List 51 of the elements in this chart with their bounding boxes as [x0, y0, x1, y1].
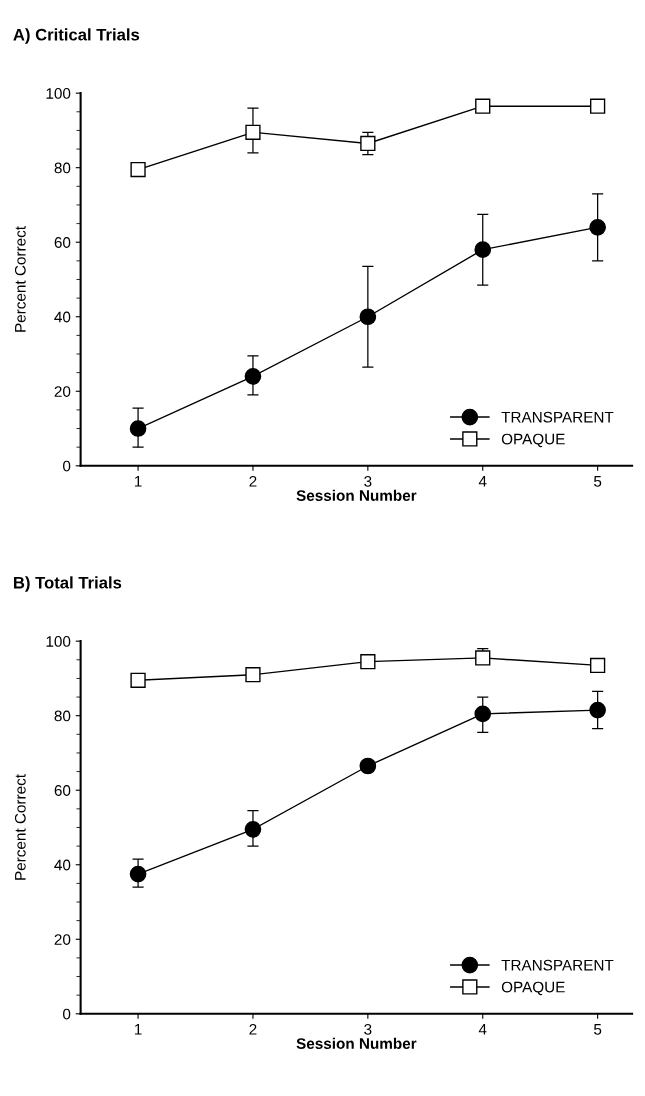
x-axis-title: Session Number: [296, 1037, 417, 1049]
x-tick-label: 5: [594, 1024, 602, 1035]
point: [129, 865, 147, 883]
x-axis-title: Session Number: [296, 489, 417, 501]
y-tick-label: 0: [63, 1008, 71, 1020]
point: [244, 368, 262, 385]
y-tick-label: 20: [54, 934, 71, 945]
x-tick-label: 3: [364, 475, 372, 487]
legend-label: OPAQUE: [501, 981, 565, 996]
x-tick-label: 5: [594, 476, 602, 487]
x-tick-label: 1: [134, 1024, 142, 1035]
point: [245, 667, 261, 683]
y-tick-label: 80: [54, 710, 71, 722]
x-tick-label: 4: [478, 476, 487, 487]
point: [130, 161, 146, 178]
y-tick-label: 40: [54, 311, 71, 323]
point: [589, 98, 606, 114]
point: [475, 98, 491, 114]
y-tick-label: 60: [54, 785, 71, 796]
x-tick-label: 2: [249, 1023, 257, 1035]
x-tick-label: 3: [364, 1023, 372, 1035]
point: [359, 308, 377, 326]
x-tick-label: 4: [478, 1024, 487, 1035]
chart-title: B) Total Trials: [14, 576, 122, 592]
point: [130, 672, 146, 688]
point: [359, 757, 377, 775]
point: [360, 654, 376, 670]
y-tick-label: 40: [54, 859, 71, 871]
y-tick-label: 60: [54, 237, 71, 248]
y-tick-label: 0: [63, 460, 71, 472]
chart-title: A) Critical Trials: [13, 28, 140, 44]
point: [360, 135, 376, 152]
point: [474, 705, 492, 723]
point: [474, 241, 492, 259]
legend-label: OPAQUE: [501, 433, 565, 448]
y-tick-label: 100: [46, 636, 71, 647]
y-tick-label: 80: [54, 162, 71, 174]
y-axis-title: Percent Correct: [14, 226, 26, 332]
point: [244, 821, 262, 838]
point: [589, 701, 606, 719]
y-axis-title: Percent Correct: [14, 774, 26, 880]
point: [589, 218, 606, 236]
legend-label: TRANSPARENT: [501, 959, 614, 971]
legend-label: TRANSPARENT: [501, 411, 614, 423]
point: [129, 420, 147, 437]
point: [589, 657, 606, 674]
y-tick-label: 100: [46, 88, 71, 99]
y-tick-label: 20: [54, 386, 71, 397]
x-tick-label: 1: [134, 476, 142, 487]
x-tick-label: 2: [249, 475, 257, 487]
point: [245, 124, 261, 140]
